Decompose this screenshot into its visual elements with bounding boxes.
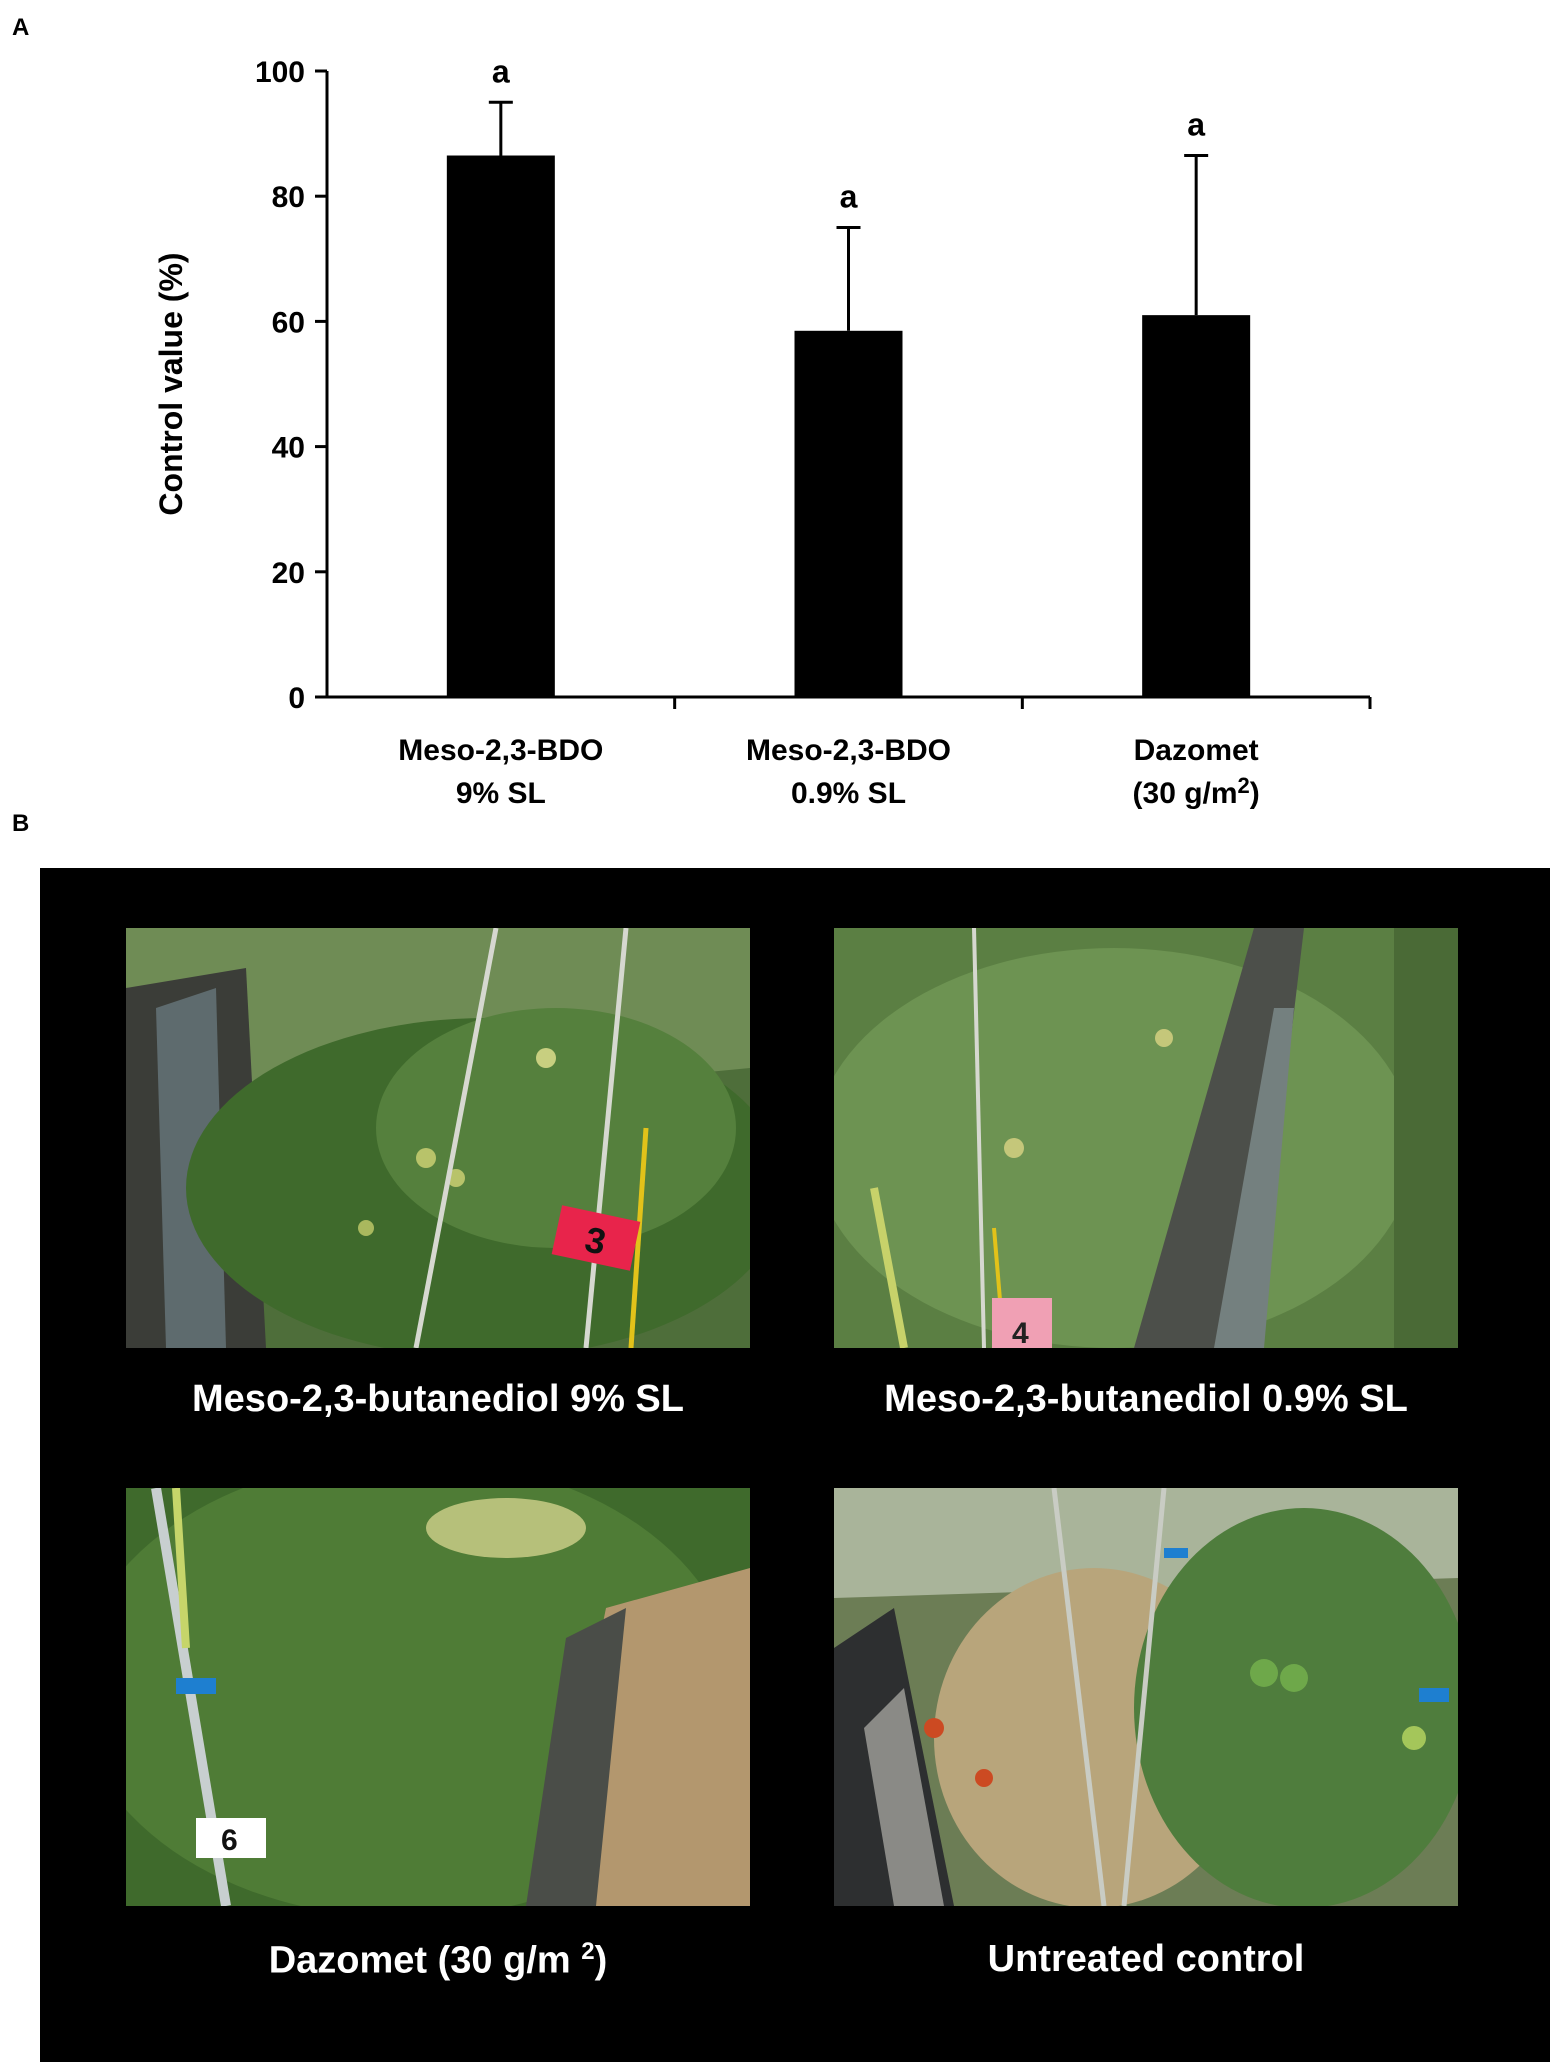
y-tick-label: 60 (272, 306, 305, 339)
bar-chart: 0 20 40 60 80 100 Control value (%) a Meso-2,3-B… (153, 53, 1372, 810)
caption-meso-9: Meso-2,3-butanediol 9% SL (100, 1378, 776, 1421)
bar (794, 330, 903, 697)
photo-panel: 3 4 6 (40, 868, 1550, 2062)
photo-dazomet: 6 (126, 1488, 750, 1906)
y-tick-label: 0 (288, 682, 305, 715)
plot-tag-6-text: 6 (221, 1824, 238, 1857)
x-tick-label-line1: Meso-2,3-BDO (398, 734, 603, 767)
photo-meso-0.9: 4 (834, 928, 1458, 1348)
panel-a-label: A (12, 14, 30, 41)
caption-dazomet-sup: 2 (581, 1938, 595, 1965)
bar (446, 155, 555, 697)
y-axis-label: Control value (%) (153, 252, 189, 515)
plot-tag-4-text: 4 (1012, 1317, 1029, 1348)
y-tick-label: 100 (255, 56, 305, 89)
x-tick-label-line1: Meso-2,3-BDO (746, 734, 951, 767)
caption-dazomet-end: ) (594, 1939, 608, 1982)
caption-meso-9-text: Meso-2,3-butanediol 9% SL (192, 1378, 684, 1420)
photo-meso-9: 3 (126, 928, 750, 1348)
x-tick-label-line2: (30 g/m2) (1133, 773, 1260, 810)
panel-b-label: B (12, 810, 30, 837)
significance-label: a (492, 53, 510, 89)
caption-untreated: Untreated control (808, 1938, 1484, 1981)
plot-tag-4 (992, 1298, 1052, 1348)
caption-meso-0.9: Meso-2,3-butanediol 0.9% SL (808, 1378, 1484, 1421)
bar (1142, 315, 1251, 697)
y-tick-label: 20 (272, 557, 305, 590)
x-tick-label-line2: 0.9% SL (791, 777, 906, 810)
caption-dazomet-text: Dazomet (30 g/m (268, 1939, 582, 1982)
plot-tag-6 (196, 1818, 266, 1858)
significance-label: a (840, 179, 858, 215)
x-tick-label-line2: 9% SL (456, 777, 546, 810)
photo-untreated (834, 1488, 1458, 1906)
plot-tag-3 (551, 1205, 641, 1271)
caption-untreated-text: Untreated control (987, 1938, 1305, 1980)
y-tick-label: 40 (272, 432, 305, 465)
significance-label: a (1187, 107, 1205, 143)
y-tick-label: 80 (272, 181, 305, 214)
caption-dazomet: Dazomet (30 g/m 2) (100, 1938, 776, 1983)
x-tick-label-line1: Dazomet (1134, 734, 1259, 767)
caption-meso-0.9-text: Meso-2,3-butanediol 0.9% SL (884, 1378, 1408, 1420)
